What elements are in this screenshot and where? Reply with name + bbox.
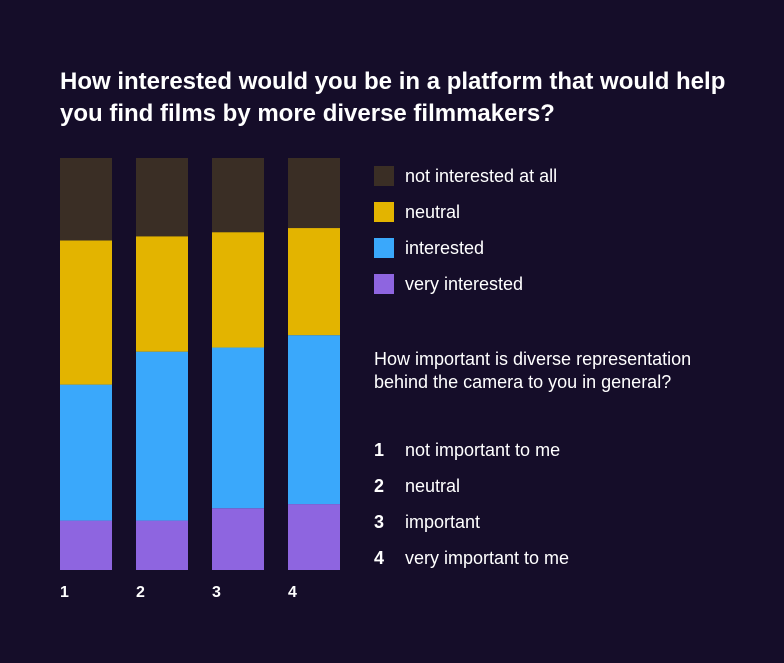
- x-tick-label: 2: [136, 584, 145, 601]
- legend-swatch: [374, 202, 394, 222]
- x-tick-label: 1: [60, 584, 69, 601]
- legend-label: interested: [405, 237, 485, 258]
- secondary-question: How important is diverse representation …: [374, 349, 692, 392]
- bar-segment: [288, 504, 340, 570]
- x-tick-label: 4: [288, 584, 297, 601]
- key-item: 3 important: [374, 504, 569, 540]
- key-label: important: [405, 511, 481, 532]
- chart-title: How interested would you be in a platfor…: [60, 68, 726, 127]
- legend-item: neutral: [374, 194, 557, 230]
- category-key: 1 not important to me 2 neutral 3 import…: [374, 432, 569, 576]
- legend-swatch: [374, 238, 394, 258]
- legend-label: very interested: [405, 273, 524, 294]
- bar-segment: [60, 520, 112, 570]
- key-number: 2: [374, 475, 385, 496]
- bars-group: [60, 158, 340, 570]
- bar-segment: [212, 347, 264, 509]
- key-label: not important to me: [405, 439, 561, 460]
- bar-segment: [136, 351, 188, 521]
- bar-segment: [136, 236, 188, 352]
- x-tick-labels: 1 2 3 4: [60, 584, 297, 601]
- legend-label: neutral: [405, 201, 461, 222]
- legend-item: not interested at all: [374, 158, 557, 194]
- legend: not interested at all neutral interested…: [374, 158, 557, 302]
- legend-item: very interested: [374, 266, 557, 302]
- key-item: 1 not important to me: [374, 432, 569, 468]
- bar-segment: [212, 508, 264, 570]
- x-tick-label: 3: [212, 584, 221, 601]
- bar-segment: [288, 158, 340, 229]
- bar-segment: [212, 158, 264, 233]
- key-item: 4 very important to me: [374, 540, 569, 576]
- key-number: 4: [374, 547, 385, 568]
- bar-segment: [212, 232, 264, 348]
- key-number: 3: [374, 511, 385, 532]
- key-number: 1: [374, 439, 385, 460]
- bar-segment: [60, 240, 112, 385]
- legend-item: interested: [374, 230, 557, 266]
- bar-segment: [136, 520, 188, 570]
- legend-swatch: [374, 274, 394, 294]
- bar-segment: [288, 335, 340, 505]
- key-label: neutral: [405, 475, 461, 496]
- bar-segment: [136, 158, 188, 237]
- key-item: 2 neutral: [374, 468, 569, 504]
- bar-segment: [288, 228, 340, 336]
- legend-swatch: [374, 166, 394, 186]
- bar-segment: [60, 158, 112, 241]
- key-label: very important to me: [405, 547, 570, 568]
- legend-label: not interested at all: [405, 165, 558, 186]
- bar-segment: [60, 384, 112, 521]
